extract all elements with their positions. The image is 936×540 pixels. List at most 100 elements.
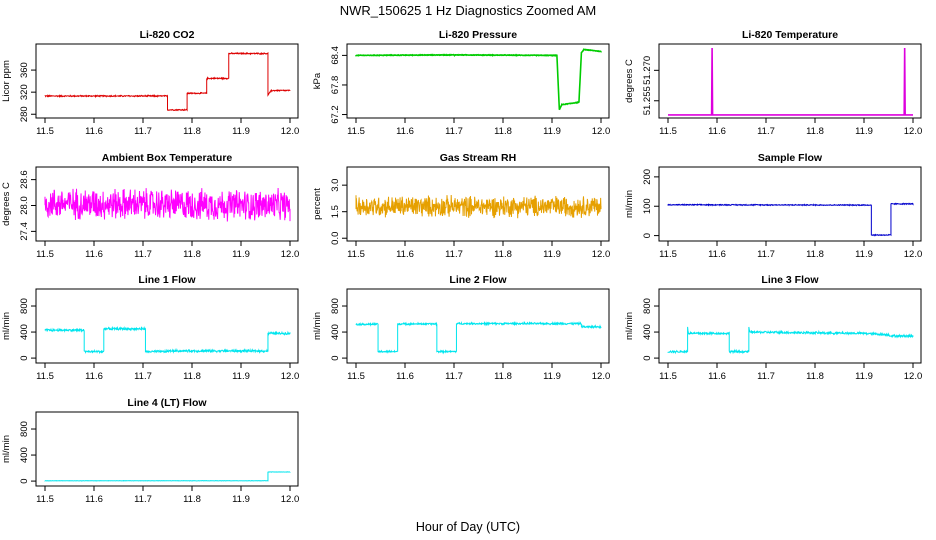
y-tick-label: 0 xyxy=(19,478,30,483)
x-tick-label: 11.6 xyxy=(85,126,103,137)
x-tick-label: 11.7 xyxy=(134,126,152,137)
panel-title: Line 1 Flow xyxy=(138,274,196,286)
y-tick-label: 200 xyxy=(642,169,653,185)
y-tick-label: 100 xyxy=(642,198,653,214)
series-line xyxy=(667,326,914,355)
x-tick-label: 11.9 xyxy=(232,371,250,382)
y-axis-label: degrees C xyxy=(1,182,12,226)
y-axis-label: percent xyxy=(312,188,323,220)
plot-frame xyxy=(35,166,299,242)
series-line xyxy=(355,48,602,111)
panel-title: Line 3 Flow xyxy=(761,274,819,286)
y-tick-label: 400 xyxy=(330,324,341,340)
x-tick-label: 11.7 xyxy=(134,371,152,382)
x-tick-label: 11.8 xyxy=(183,494,201,505)
x-tick-label: 12.0 xyxy=(281,494,300,505)
y-tick-label: 51.255 xyxy=(642,86,653,115)
x-tick-label: 11.5 xyxy=(659,126,677,137)
x-tick-label: 12.0 xyxy=(904,249,923,260)
plot-frame xyxy=(658,166,922,242)
x-tick-label: 12.0 xyxy=(904,126,923,137)
x-tick-label: 11.7 xyxy=(445,126,463,137)
plot-frame xyxy=(658,288,922,364)
y-tick-label: 68.4 xyxy=(330,46,341,64)
y-tick-label: 400 xyxy=(642,324,653,340)
x-tick-label: 11.6 xyxy=(85,494,103,505)
panel-title: Li-820 Pressure xyxy=(439,29,517,41)
x-tick-label: 11.6 xyxy=(396,371,414,382)
x-tick-label: 11.8 xyxy=(806,371,824,382)
x-tick-label: 11.9 xyxy=(232,126,250,137)
y-axis-label: ml/min xyxy=(624,190,635,218)
x-tick-label: 11.5 xyxy=(36,249,54,260)
x-tick-label: 12.0 xyxy=(281,126,300,137)
x-tick-label: 11.9 xyxy=(543,126,561,137)
y-tick-label: 3.0 xyxy=(330,179,341,192)
panel-5: Gas Stream RH percent 0.0 1.5 3.0 11.5 11.6 11.… xyxy=(312,152,610,260)
x-tick-label: 11.9 xyxy=(232,249,250,260)
y-tick-label: 1.5 xyxy=(330,205,341,218)
x-tick-label: 11.5 xyxy=(347,371,365,382)
x-tick-label: 11.6 xyxy=(85,371,103,382)
series-line xyxy=(668,47,913,116)
plot-frame xyxy=(346,166,610,242)
x-tick-label: 11.9 xyxy=(855,249,873,260)
y-tick-label: 0 xyxy=(642,233,653,238)
x-tick-label: 11.6 xyxy=(396,126,414,137)
y-tick-label: 0.0 xyxy=(330,232,341,245)
series-line xyxy=(667,202,914,237)
x-tick-label: 11.8 xyxy=(806,249,824,260)
series-line xyxy=(44,51,291,112)
x-tick-label: 11.5 xyxy=(36,494,54,505)
y-tick-label: 67.8 xyxy=(330,76,341,95)
x-tick-label: 11.8 xyxy=(494,371,512,382)
y-tick-label: 320 xyxy=(19,84,30,100)
y-axis-label: ml/min xyxy=(1,435,12,463)
figure-x-label: Hour of Day (UTC) xyxy=(416,520,520,534)
x-tick-label: 11.9 xyxy=(855,126,873,137)
panel-title: Line 4 (LT) Flow xyxy=(127,397,207,409)
panel-10: Line 4 (LT) Flow ml/min 0 400 800 11.5 11.6 11.… xyxy=(1,397,299,505)
panel-7: Line 1 Flow ml/min 0 400 800 11.5 11.6 11.7 11.8… xyxy=(1,274,299,382)
x-tick-label: 11.8 xyxy=(494,249,512,260)
x-tick-label: 11.7 xyxy=(445,249,463,260)
series-line xyxy=(44,471,291,482)
y-tick-label: 800 xyxy=(330,298,341,314)
x-tick-label: 11.7 xyxy=(757,249,775,260)
x-tick-label: 12.0 xyxy=(904,371,923,382)
y-tick-label: 800 xyxy=(19,421,30,437)
x-tick-label: 11.7 xyxy=(757,126,775,137)
x-tick-label: 11.6 xyxy=(396,249,414,260)
x-tick-label: 11.5 xyxy=(659,371,677,382)
panel-2: Li-820 Pressure kPa 67.2 67.8 68.4 11.5 11.6 11… xyxy=(312,29,610,137)
x-tick-label: 11.6 xyxy=(708,249,726,260)
panels-group: Li-820 CO2 Licor ppm 280 320 360 11.5 11.6 11.7… xyxy=(1,29,922,505)
panel-6: Sample Flow ml/min 0 100 200 11.5 11.6 11.7 11.8… xyxy=(624,152,922,260)
y-tick-label: 28.6 xyxy=(19,170,30,189)
plot-frame xyxy=(35,288,299,364)
x-tick-label: 11.8 xyxy=(183,371,201,382)
panel-title: Li-820 Temperature xyxy=(742,29,838,41)
x-tick-label: 11.5 xyxy=(347,126,365,137)
series-line xyxy=(355,194,602,219)
y-tick-label: 27.4 xyxy=(19,222,30,241)
plot-frame xyxy=(346,288,610,364)
y-tick-label: 0 xyxy=(330,355,341,360)
panel-title: Gas Stream RH xyxy=(440,152,516,164)
series-line xyxy=(355,320,602,355)
y-axis-label: ml/min xyxy=(312,312,323,340)
y-tick-label: 0 xyxy=(642,355,653,360)
plot-frame xyxy=(35,411,299,487)
x-tick-label: 11.5 xyxy=(659,249,677,260)
x-tick-label: 11.9 xyxy=(855,371,873,382)
y-tick-label: 0 xyxy=(19,355,30,360)
x-tick-label: 11.9 xyxy=(543,371,561,382)
x-tick-label: 11.7 xyxy=(757,371,775,382)
y-axis-label: ml/min xyxy=(1,312,12,340)
x-tick-label: 11.7 xyxy=(134,249,152,260)
x-tick-label: 11.8 xyxy=(183,126,201,137)
series-line xyxy=(44,187,291,222)
y-tick-label: 800 xyxy=(19,298,30,314)
